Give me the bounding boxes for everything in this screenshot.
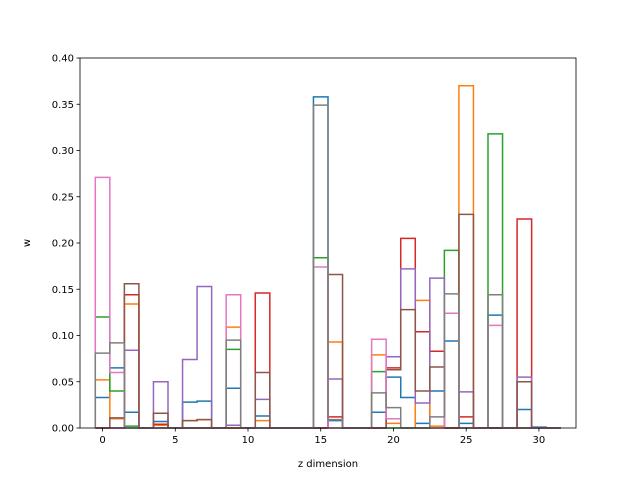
- y-axis-ticks: 0.00 0.05 0.10 0.15 0.20 0.25 0.30 0.35 0.40: [52, 54, 80, 435]
- x-tick-label: 25: [460, 435, 473, 446]
- y-tick-label: 0.15: [52, 285, 74, 296]
- x-tick-label: 20: [387, 435, 400, 446]
- x-tick-label: 30: [533, 435, 546, 446]
- y-tick-label: 0.35: [52, 100, 74, 111]
- y-tick-label: 0.40: [52, 54, 74, 65]
- x-axis-ticks: 0 5 10 15 20 25 30: [99, 428, 545, 446]
- y-tick-label: 0.20: [52, 239, 74, 250]
- x-axis-label: z dimension: [298, 459, 358, 470]
- x-tick-label: 0: [99, 435, 105, 446]
- x-tick-label: 15: [314, 435, 327, 446]
- y-tick-label: 0.05: [52, 377, 74, 388]
- x-tick-label: 5: [172, 435, 178, 446]
- y-axis-label: w: [22, 239, 33, 247]
- y-tick-label: 0.25: [52, 192, 74, 203]
- y-tick-label: 0.10: [52, 331, 74, 342]
- y-tick-label: 0.00: [52, 424, 74, 435]
- y-tick-label: 0.30: [52, 146, 74, 157]
- x-tick-label: 10: [242, 435, 255, 446]
